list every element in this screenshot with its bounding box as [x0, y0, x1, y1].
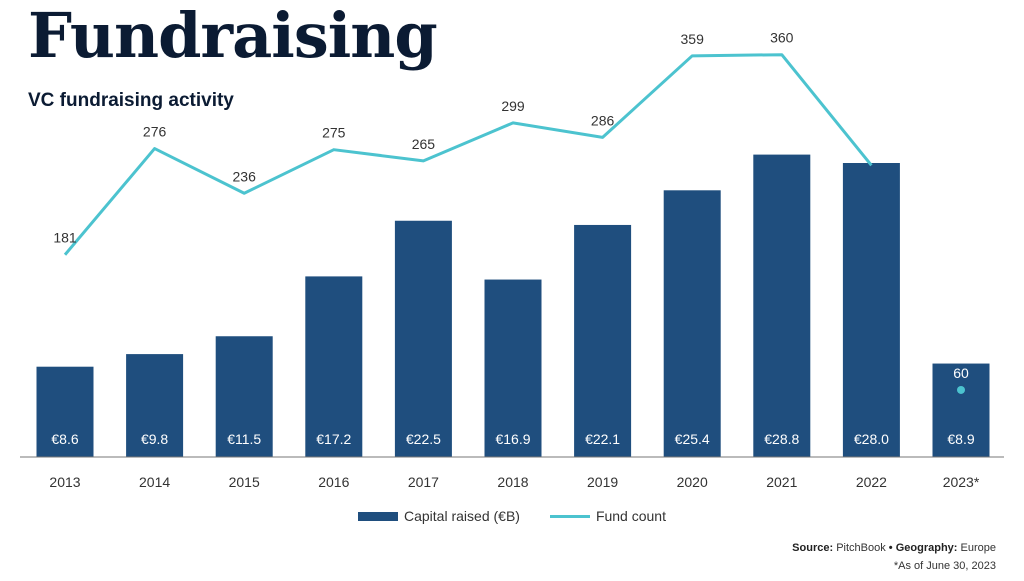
bar-label-2019: €22.1: [585, 431, 620, 447]
x-tick-2013: 2013: [49, 474, 80, 490]
chart-subtitle: VC fundraising activity: [28, 90, 234, 111]
bar-label-2023: €8.9: [947, 431, 974, 447]
bar-2015: [215, 336, 273, 457]
fund-count-label-2014: 276: [143, 124, 167, 140]
fund-count-line: [63, 53, 873, 256]
bar-label-2021: €28.8: [764, 431, 799, 447]
bar-2013: [36, 366, 94, 457]
bar-label-2018: €16.9: [495, 431, 530, 447]
x-tick-2019: 2019: [587, 474, 618, 490]
bar-2017: [394, 220, 452, 457]
bar-label-2016: €17.2: [316, 431, 351, 447]
bar-2022: [842, 163, 900, 457]
source-separator: •: [888, 542, 893, 554]
source-label: Source:: [792, 542, 834, 554]
fund-count-label-2020: 359: [681, 31, 705, 47]
x-tick-2016: 2016: [318, 474, 349, 490]
x-tick-2014: 2014: [139, 474, 170, 490]
chart-legend: Capital raised (€B) Fund count: [0, 508, 1024, 524]
fund-count-label-2021: 360: [770, 30, 794, 46]
bar-label-2017: €22.5: [406, 431, 441, 447]
source-line: Source: PitchBook • Geography: Europe: [792, 542, 996, 554]
x-tick-2015: 2015: [229, 474, 260, 490]
fund-count-label-2015: 236: [233, 168, 257, 184]
geography-label: Geography:: [895, 542, 958, 554]
legend-swatch-bar: [358, 511, 398, 521]
fund-count-label-2022: 261: [860, 132, 884, 148]
fund-count-point-2023: [957, 385, 965, 394]
fund-count-label-2023: 60: [953, 365, 969, 381]
fund-count-label-2016: 275: [322, 125, 346, 141]
legend-label-fund-count: Fund count: [595, 508, 666, 524]
x-tick-2023: 2023*: [943, 474, 980, 490]
bar-2020: [663, 190, 721, 458]
fund-count-label-2013: 181: [53, 230, 77, 246]
bar-2014: [126, 354, 184, 457]
x-tick-2022: 2022: [856, 474, 887, 490]
fund-count-label-2019: 286: [591, 112, 615, 128]
x-tick-2017: 2017: [408, 474, 439, 490]
legend-label-capital: Capital raised (€B): [404, 508, 520, 524]
x-tick-2021: 2021: [766, 474, 797, 490]
bar-label-2020: €25.4: [675, 431, 710, 447]
bar-2021: [753, 154, 811, 457]
bar-label-2015: €11.5: [227, 431, 261, 447]
bar-2018: [484, 279, 542, 457]
page-title: Fundraising: [28, 0, 438, 72]
fund-count-label-2018: 299: [501, 98, 525, 114]
geography-value: Europe: [960, 542, 996, 554]
bar-2023: [932, 363, 990, 457]
legend-swatch-line: [549, 514, 590, 518]
bar-2019: [574, 224, 632, 457]
x-tick-2020: 2020: [677, 474, 708, 490]
bar-label-2013: €8.6: [51, 431, 78, 447]
x-tick-2018: 2018: [497, 474, 528, 490]
footnote: *As of June 30, 2023: [893, 560, 996, 572]
bar-label-2014: €9.8: [141, 431, 168, 447]
legend-item-capital: Capital raised (€B): [358, 508, 520, 524]
fund-count-label-2017: 265: [412, 136, 436, 152]
source-value: PitchBook: [836, 542, 886, 554]
bar-2016: [305, 276, 363, 457]
bar-label-2022: €28.0: [854, 431, 889, 447]
legend-item-fund-count: Fund count: [549, 508, 666, 524]
